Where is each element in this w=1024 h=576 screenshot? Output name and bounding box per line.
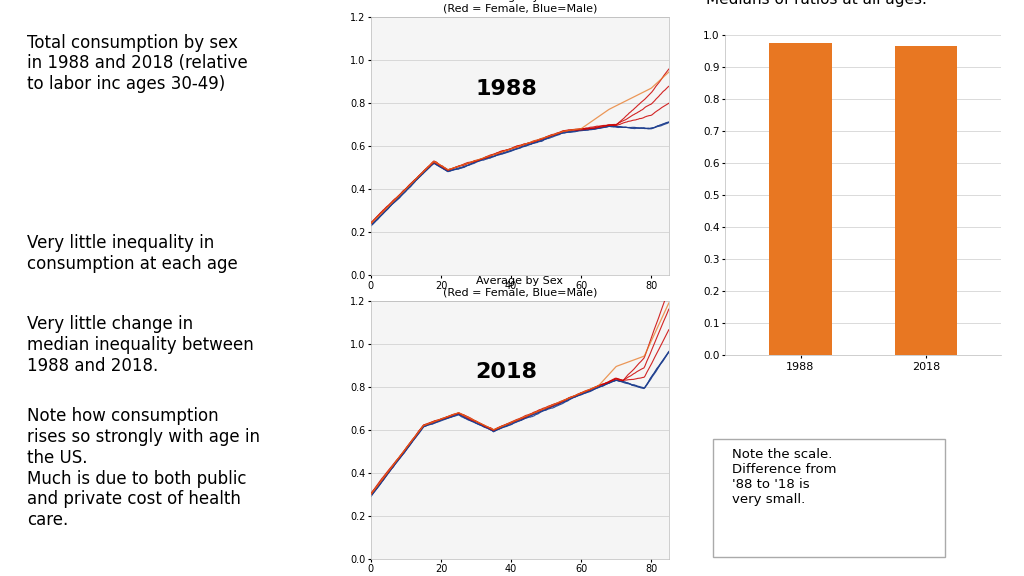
Text: Note how consumption
rises so strongly with age in
the US.
Much is due to both p: Note how consumption rises so strongly w… bbox=[27, 407, 260, 529]
Text: 1988: 1988 bbox=[475, 79, 537, 98]
Title: Average by Sex
(Red = Female, Blue=Male): Average by Sex (Red = Female, Blue=Male) bbox=[442, 0, 597, 14]
Text: Medians of ratios at all ages.: Medians of ratios at all ages. bbox=[707, 0, 928, 7]
Text: 2018: 2018 bbox=[475, 362, 538, 382]
FancyBboxPatch shape bbox=[713, 439, 945, 558]
Text: Very little change in
median inequality between
1988 and 2018.: Very little change in median inequality … bbox=[27, 315, 254, 374]
Title: Average by Sex
(Red = Female, Blue=Male): Average by Sex (Red = Female, Blue=Male) bbox=[442, 276, 597, 297]
Text: Total consumption by sex
in 1988 and 2018 (relative
to labor inc ages 30-49): Total consumption by sex in 1988 and 201… bbox=[27, 33, 248, 93]
Text: Very little inequality in
consumption at each age: Very little inequality in consumption at… bbox=[27, 234, 238, 272]
Text: Note the scale.
Difference from
'88 to '18 is
very small.: Note the scale. Difference from '88 to '… bbox=[731, 448, 836, 506]
